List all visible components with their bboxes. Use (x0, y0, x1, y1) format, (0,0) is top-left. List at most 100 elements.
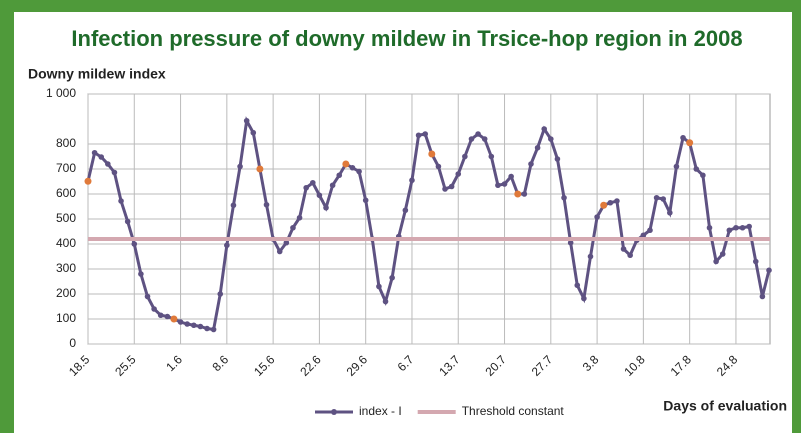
y-tick-label: 200 (56, 286, 76, 300)
marker (118, 198, 124, 204)
marker (310, 180, 316, 186)
marker (574, 282, 580, 288)
marker (693, 166, 699, 172)
marker (760, 294, 766, 300)
marker (336, 172, 342, 178)
marker (594, 214, 600, 220)
y-tick-label: 300 (56, 261, 76, 275)
marker (403, 207, 409, 213)
marker (482, 136, 488, 142)
marker (561, 195, 567, 201)
marker (250, 130, 256, 136)
legend-marker (331, 409, 337, 415)
marker (541, 126, 547, 132)
marker (204, 326, 210, 332)
y-tick-label: 100 (56, 311, 76, 325)
marker (766, 267, 772, 273)
marker (455, 171, 461, 177)
marker (98, 154, 104, 160)
marker (217, 291, 223, 297)
marker (713, 259, 719, 265)
marker (442, 186, 448, 192)
marker (151, 306, 157, 312)
marker (522, 191, 528, 197)
marker (138, 271, 144, 277)
marker (581, 296, 587, 302)
marker (627, 252, 633, 258)
marker (495, 182, 501, 188)
marker (422, 131, 428, 137)
marker (462, 154, 468, 160)
marker (184, 321, 190, 327)
marker (356, 169, 362, 175)
marker (508, 174, 514, 180)
marker (125, 219, 131, 225)
marker (660, 196, 666, 202)
marker (191, 322, 197, 328)
marker (376, 284, 382, 290)
marker (244, 118, 250, 124)
marker (211, 327, 217, 333)
highlight-marker (600, 202, 607, 209)
marker (323, 205, 329, 211)
marker (502, 181, 508, 187)
legend-label: Threshold constant (462, 404, 565, 418)
marker (303, 185, 309, 191)
marker (528, 161, 534, 167)
marker (475, 131, 481, 137)
marker (489, 154, 495, 160)
marker (753, 259, 759, 265)
marker (436, 164, 442, 170)
marker (720, 251, 726, 257)
marker (363, 197, 369, 203)
marker (231, 202, 237, 208)
marker (680, 135, 686, 141)
highlight-marker (686, 139, 693, 146)
y-tick-label: 800 (56, 136, 76, 150)
highlight-marker (342, 161, 349, 168)
highlight-marker (170, 316, 177, 323)
marker (277, 249, 283, 255)
marker (158, 312, 164, 318)
marker (317, 192, 323, 198)
marker (330, 182, 336, 188)
marker (733, 225, 739, 231)
marker (145, 294, 151, 300)
marker (105, 161, 111, 167)
marker (614, 198, 620, 204)
marker (383, 299, 389, 305)
highlight-marker (514, 191, 521, 198)
marker (92, 150, 98, 156)
marker (707, 225, 713, 231)
marker (290, 225, 296, 231)
marker (746, 224, 752, 230)
marker (700, 172, 706, 178)
marker (198, 324, 204, 330)
marker (727, 227, 733, 233)
marker (469, 136, 475, 142)
marker (224, 242, 230, 248)
marker (548, 136, 554, 142)
marker (112, 170, 118, 176)
marker (555, 156, 561, 162)
highlight-marker (428, 151, 435, 158)
marker (535, 145, 541, 151)
marker (237, 164, 243, 170)
marker (654, 195, 660, 201)
marker (131, 241, 137, 247)
highlight-marker (256, 166, 263, 173)
marker (409, 177, 415, 183)
y-axis-label: Downy mildew index (28, 66, 166, 82)
marker (740, 225, 746, 231)
marker (350, 165, 356, 171)
marker (608, 200, 614, 206)
highlight-marker (85, 178, 92, 185)
marker (588, 254, 594, 260)
y-tick-label: 400 (56, 236, 76, 250)
marker (178, 319, 184, 325)
y-tick-label: 700 (56, 161, 76, 175)
marker (165, 314, 171, 320)
marker (667, 210, 673, 216)
marker (297, 215, 303, 221)
marker (416, 132, 422, 138)
